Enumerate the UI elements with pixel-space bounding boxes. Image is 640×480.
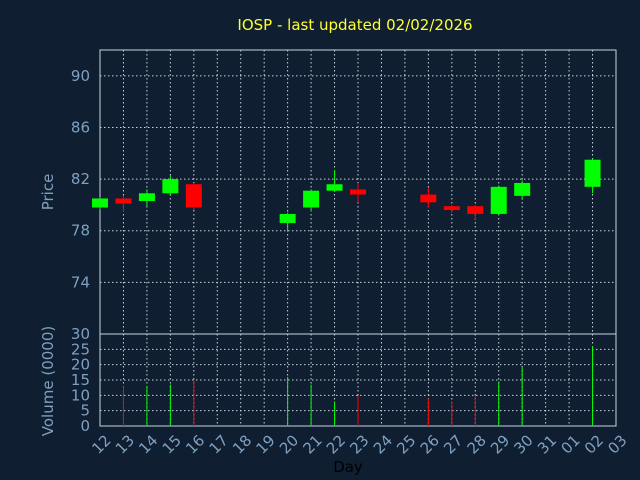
price-tick-label: 90 (71, 67, 90, 85)
volume-tick-label: 30 (71, 325, 90, 343)
day-tick-label: 15 (159, 431, 185, 457)
volume-tick-label: 10 (71, 386, 90, 404)
day-tick-label: 29 (487, 431, 513, 457)
day-tick-label: 27 (440, 431, 466, 457)
day-tick-label: 01 (557, 431, 583, 457)
price-tick-label: 74 (71, 273, 90, 291)
day-tick-label: 13 (112, 431, 138, 457)
candle-body (467, 206, 484, 214)
day-tick-label: 19 (253, 431, 279, 457)
chart-title: IOSP - last updated 02/02/2026 (237, 16, 472, 34)
day-tick-label: 20 (276, 431, 302, 457)
day-tick-label: 28 (464, 431, 490, 457)
candle-body (326, 184, 343, 191)
candlesticks (92, 158, 601, 231)
volume-bars (122, 346, 594, 426)
day-tick-label: 14 (135, 431, 161, 457)
day-tick-label: 18 (229, 431, 255, 457)
day-tick-label: 24 (370, 431, 396, 457)
candle-body (584, 159, 601, 187)
day-axis-label: Day (333, 458, 363, 476)
volume-tick-label: 20 (71, 356, 90, 374)
candle-body (303, 190, 320, 208)
candle-body (350, 189, 366, 195)
day-tick-label: 16 (182, 431, 208, 457)
volume-axis-label: Volume (0000) (39, 326, 57, 436)
price-tick-label: 86 (71, 118, 90, 136)
price-tick-label: 82 (71, 170, 90, 188)
price-axis-label: Price (39, 174, 57, 211)
candle-body (162, 179, 179, 194)
day-tick-label: 03 (604, 431, 630, 457)
price-tick-label: 78 (71, 222, 90, 240)
price-grid (100, 50, 616, 334)
day-tick-label: 30 (511, 431, 537, 457)
day-axis-ticks: 1213141516171819202122232425262728293031… (88, 431, 630, 457)
day-tick-label: 23 (346, 431, 372, 457)
volume-tick-label: 15 (71, 371, 90, 389)
candle-body (115, 198, 132, 204)
day-tick-label: 02 (581, 431, 607, 457)
price-axis-ticks: 74 78 82 86 90 (71, 67, 90, 292)
volume-tick-label: 25 (71, 340, 90, 358)
candle-body (443, 206, 460, 211)
volume-tick-label: 0 (80, 417, 90, 435)
day-tick-label: 31 (534, 431, 560, 457)
day-tick-label: 17 (206, 431, 232, 457)
day-tick-label: 21 (299, 431, 325, 457)
candle-body (279, 213, 296, 223)
candle-body (490, 186, 507, 214)
day-tick-label: 25 (393, 431, 419, 457)
day-tick-label: 26 (417, 431, 443, 457)
candle-body (420, 194, 437, 203)
volume-tick-label: 5 (80, 402, 90, 420)
day-tick-label: 22 (323, 431, 349, 457)
candle-body (138, 193, 155, 202)
candle-body (514, 182, 531, 196)
day-tick-label: 12 (88, 431, 114, 457)
candle-body (185, 184, 202, 208)
candle-body (92, 198, 108, 208)
